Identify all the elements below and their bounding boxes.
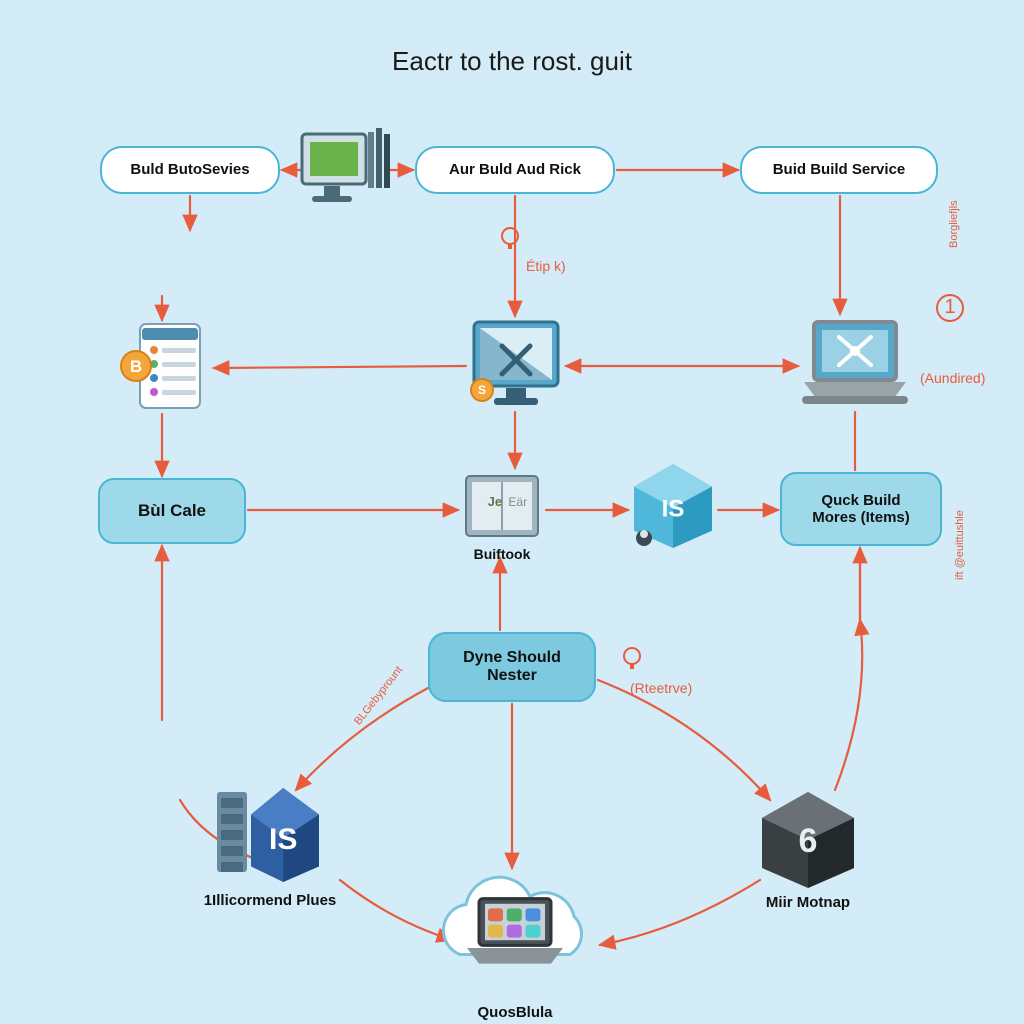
- node-n_dyne: Dyne Should Nester: [428, 632, 596, 702]
- icon-caption: Miir Motnap: [718, 894, 898, 911]
- annot-label: Étip k): [526, 258, 566, 274]
- diagram-title: Eactr to the rost. guit: [0, 46, 1024, 77]
- edge-22: [340, 880, 452, 940]
- laptop-arrows-icon: [800, 318, 910, 410]
- node-label: Buid Build Service: [773, 161, 906, 178]
- cube-js-icon: IS: [630, 462, 716, 550]
- svg-text:6: 6: [799, 822, 818, 860]
- node-label: Quck Build Mores (Items): [812, 492, 910, 527]
- edge-18: [296, 688, 428, 790]
- edge-24: [835, 620, 862, 790]
- book-je-icon: Je Eär: [462, 470, 542, 542]
- bulb-icon: [622, 646, 642, 672]
- monitor-green-icon: [300, 128, 390, 206]
- svg-text:S: S: [478, 383, 486, 397]
- cube-is-icon: IS: [215, 780, 325, 888]
- monitor-tools-icon: S: [468, 318, 564, 410]
- annot-label: 1: [936, 294, 964, 322]
- svg-text:Eär: Eär: [508, 495, 527, 509]
- annot-label: (Rteetrve): [630, 680, 692, 696]
- svg-text:IS: IS: [269, 823, 297, 856]
- bulb-icon: [500, 226, 520, 252]
- node-label: Buld ButoSevies: [130, 161, 249, 178]
- node-n_quick: Quck Build Mores (Items): [780, 472, 942, 546]
- cube-six-icon: 6: [758, 790, 858, 890]
- edge-7: [214, 366, 466, 368]
- icon-caption: QuosBlula: [425, 1004, 605, 1021]
- cloud-laptop-icon: [440, 870, 590, 1000]
- edge-23: [600, 880, 760, 945]
- node-label: Aur Buld Aud Rick: [449, 161, 581, 178]
- node-label: Dyne Should Nester: [463, 649, 561, 686]
- icon-caption: 1Illicormend Plues: [180, 892, 360, 909]
- svg-text:IS: IS: [662, 496, 685, 523]
- doc-bitcoin-icon: B: [120, 320, 210, 412]
- node-n_audrick: Aur Buld Aud Rick: [415, 146, 615, 194]
- node-n_cale: Bùl Cale: [98, 478, 246, 544]
- annot-label: ift @euittushle: [954, 510, 966, 580]
- node-label: Bùl Cale: [138, 501, 206, 521]
- annot-label: Borgliefjls: [948, 200, 960, 248]
- node-n_butosevies: Buld ButoSevies: [100, 146, 280, 194]
- edge-20: [598, 680, 770, 800]
- node-n_service: Buid Build Service: [740, 146, 938, 194]
- svg-text:Je: Je: [488, 494, 502, 509]
- annot-label: (Aundired): [920, 370, 985, 386]
- icon-caption: Buiftook: [412, 546, 592, 562]
- svg-text:B: B: [130, 357, 142, 376]
